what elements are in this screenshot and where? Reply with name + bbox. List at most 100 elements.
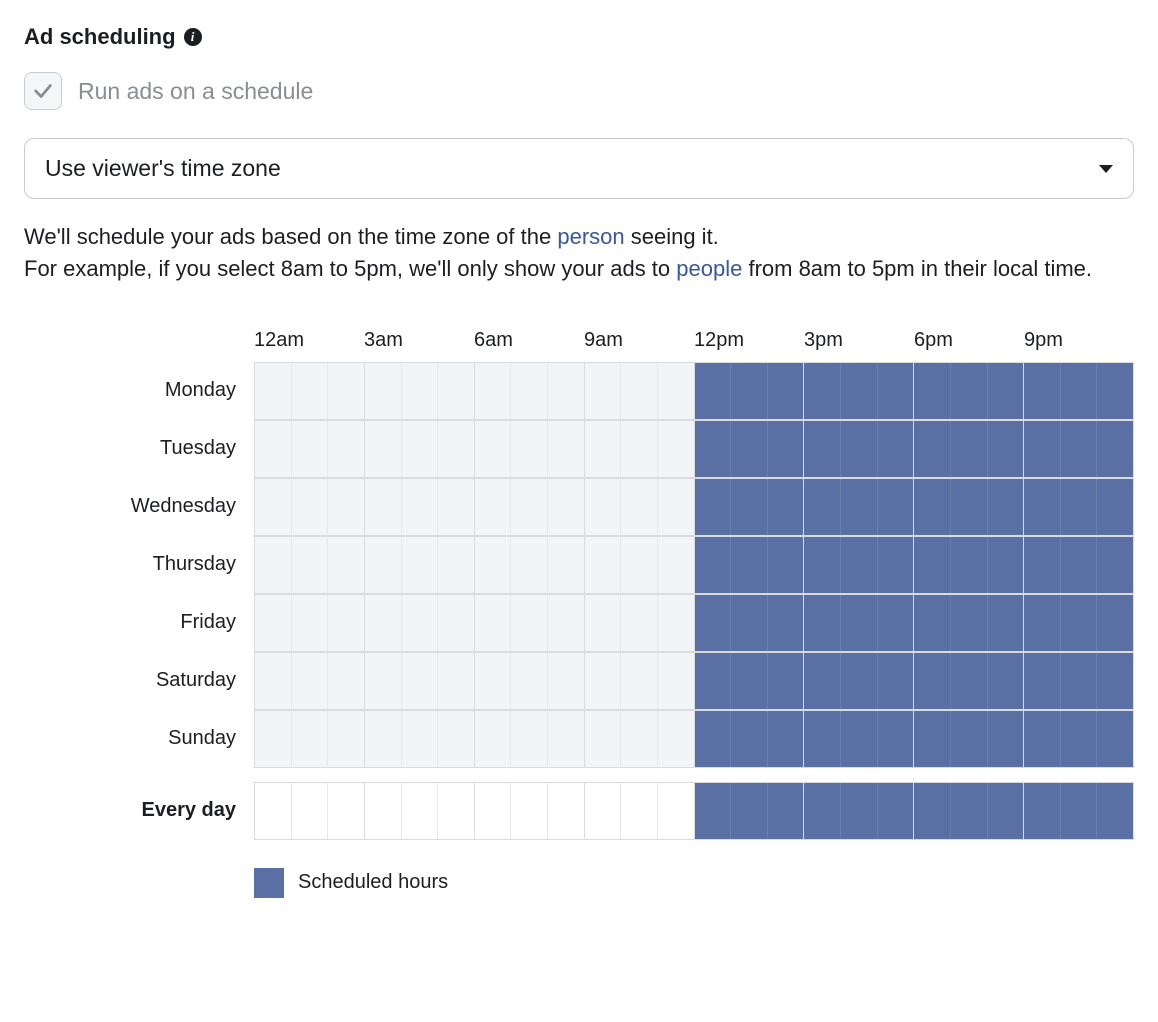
hour-cell[interactable]	[365, 595, 402, 651]
hour-cell[interactable]	[475, 595, 512, 651]
hour-cell[interactable]	[438, 421, 475, 477]
hour-cell[interactable]	[328, 653, 365, 709]
hour-cell[interactable]	[841, 711, 878, 767]
hour-cell[interactable]	[695, 595, 732, 651]
hour-cell[interactable]	[804, 537, 841, 593]
hour-cell[interactable]	[988, 595, 1025, 651]
hour-cell[interactable]	[768, 363, 805, 419]
hour-cell[interactable]	[658, 711, 695, 767]
hour-cell[interactable]	[328, 783, 365, 839]
people-link[interactable]: people	[676, 256, 742, 281]
hour-cell[interactable]	[1097, 479, 1134, 535]
hour-cell[interactable]	[621, 537, 658, 593]
hour-cell[interactable]	[804, 783, 841, 839]
hour-cell[interactable]	[1097, 653, 1134, 709]
hour-cell[interactable]	[438, 783, 475, 839]
hour-cell[interactable]	[768, 653, 805, 709]
hour-cell[interactable]	[328, 711, 365, 767]
hour-cell[interactable]	[1061, 711, 1098, 767]
hour-cell[interactable]	[804, 653, 841, 709]
hour-cell[interactable]	[475, 421, 512, 477]
hour-cell[interactable]	[365, 479, 402, 535]
hour-cell[interactable]	[548, 711, 585, 767]
hour-cell[interactable]	[292, 653, 329, 709]
hour-cell[interactable]	[1061, 363, 1098, 419]
hour-cell[interactable]	[731, 479, 768, 535]
hour-cell[interactable]	[951, 783, 988, 839]
hour-cell[interactable]	[1024, 711, 1061, 767]
hour-cell[interactable]	[402, 479, 439, 535]
hour-cell[interactable]	[951, 363, 988, 419]
hour-cell[interactable]	[1024, 479, 1061, 535]
hour-cell[interactable]	[695, 421, 732, 477]
hour-cell[interactable]	[695, 363, 732, 419]
hour-cell[interactable]	[768, 783, 805, 839]
hour-cell[interactable]	[768, 595, 805, 651]
hour-cell[interactable]	[731, 653, 768, 709]
hour-cell[interactable]	[878, 711, 915, 767]
hour-cell[interactable]	[511, 537, 548, 593]
hour-cell[interactable]	[438, 653, 475, 709]
hour-cell[interactable]	[255, 421, 292, 477]
hour-cell[interactable]	[255, 595, 292, 651]
hour-cell[interactable]	[475, 783, 512, 839]
hour-cell[interactable]	[255, 479, 292, 535]
hour-cell[interactable]	[914, 421, 951, 477]
hour-cell[interactable]	[878, 421, 915, 477]
hour-cell[interactable]	[658, 783, 695, 839]
hour-cell[interactable]	[804, 479, 841, 535]
hour-cell[interactable]	[951, 537, 988, 593]
hour-cell[interactable]	[731, 595, 768, 651]
hour-cell[interactable]	[1097, 711, 1134, 767]
hour-cell[interactable]	[841, 363, 878, 419]
hour-cell[interactable]	[402, 711, 439, 767]
hour-cell[interactable]	[511, 421, 548, 477]
hour-cell[interactable]	[841, 421, 878, 477]
hour-cell[interactable]	[511, 711, 548, 767]
hour-cell[interactable]	[1097, 421, 1134, 477]
hour-cell[interactable]	[548, 595, 585, 651]
hour-cell[interactable]	[804, 595, 841, 651]
hour-cell[interactable]	[292, 421, 329, 477]
hour-cell[interactable]	[1061, 421, 1098, 477]
hour-cell[interactable]	[328, 479, 365, 535]
hour-cell[interactable]	[768, 479, 805, 535]
hour-cell[interactable]	[878, 537, 915, 593]
hour-cell[interactable]	[951, 653, 988, 709]
hour-cell[interactable]	[438, 711, 475, 767]
hour-cell[interactable]	[621, 595, 658, 651]
hour-cell[interactable]	[658, 479, 695, 535]
hour-cell[interactable]	[914, 783, 951, 839]
hour-cell[interactable]	[988, 537, 1025, 593]
hour-cell[interactable]	[621, 479, 658, 535]
hour-cell[interactable]	[1061, 595, 1098, 651]
hour-cell[interactable]	[731, 421, 768, 477]
hour-cell[interactable]	[585, 783, 622, 839]
hour-cell[interactable]	[878, 363, 915, 419]
hour-cell[interactable]	[804, 421, 841, 477]
hour-cell[interactable]	[255, 783, 292, 839]
hour-cell[interactable]	[1097, 363, 1134, 419]
hour-cell[interactable]	[548, 537, 585, 593]
hour-cell[interactable]	[585, 421, 622, 477]
hour-cell[interactable]	[621, 783, 658, 839]
hour-cell[interactable]	[1024, 363, 1061, 419]
hour-cell[interactable]	[511, 595, 548, 651]
hour-cell[interactable]	[475, 711, 512, 767]
hour-cell[interactable]	[914, 537, 951, 593]
hour-cell[interactable]	[328, 421, 365, 477]
hour-cell[interactable]	[951, 711, 988, 767]
hour-cell[interactable]	[292, 537, 329, 593]
hour-cell[interactable]	[1024, 421, 1061, 477]
hour-cell[interactable]	[1061, 479, 1098, 535]
hour-cell[interactable]	[475, 363, 512, 419]
hour-cell[interactable]	[804, 363, 841, 419]
info-icon[interactable]: i	[184, 28, 202, 46]
hour-cell[interactable]	[951, 595, 988, 651]
hour-cell[interactable]	[365, 363, 402, 419]
hour-cell[interactable]	[658, 421, 695, 477]
hour-cell[interactable]	[402, 595, 439, 651]
hour-cell[interactable]	[255, 537, 292, 593]
hour-cell[interactable]	[988, 653, 1025, 709]
hour-cell[interactable]	[658, 363, 695, 419]
